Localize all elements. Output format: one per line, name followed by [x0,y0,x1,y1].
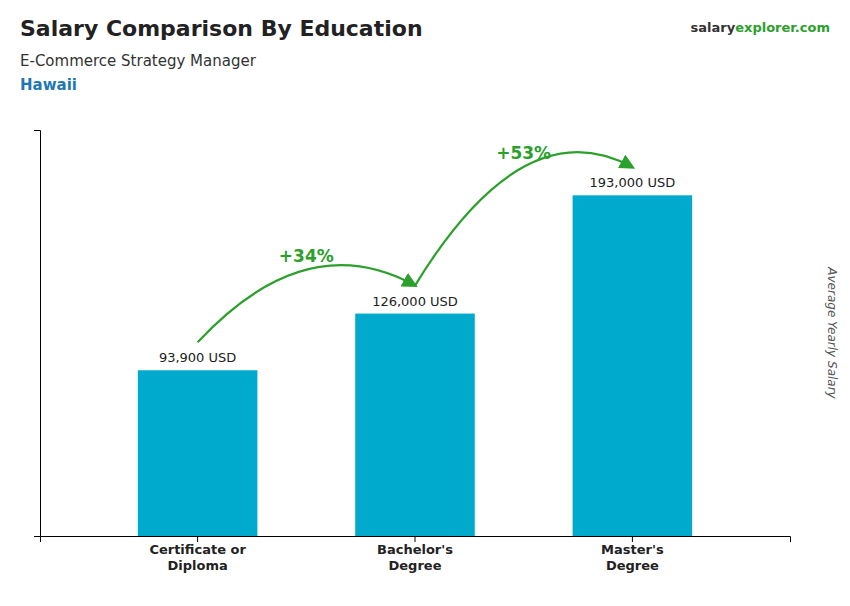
bar [355,314,475,536]
annotation-arrow [198,265,415,342]
title: Salary Comparison By Education [20,16,423,41]
annotation-label: +34% [279,246,334,266]
x-tick-label: Bachelor'sDegree [377,542,453,573]
data-label: 126,000 USD [372,294,458,309]
annotation-label: +53% [496,143,551,163]
source-part: salary [691,20,736,35]
x-tick-label-line: Diploma [167,558,227,573]
bar [138,370,258,536]
plot: Certificate orDiplomaBachelor'sDegreeMas… [34,131,791,573]
bars [138,195,692,536]
y-axis-line [34,131,41,537]
y-axis [34,131,41,537]
x-tick-label: Certificate orDiploma [149,542,246,573]
y-axis-title: Average Yearly Salary [825,266,839,399]
data-labels: 93,900 USD 126,000 USD 193,000 USD [159,175,675,365]
bar [573,195,693,536]
chart: Salary Comparison By Education E-Commerce… [0,0,850,606]
subtitle: E-Commerce Strategy Manager [20,52,257,70]
x-tick: Master'sDegree [601,536,664,573]
x-axis-line [41,537,791,543]
subtitle: Hawaii [20,76,77,94]
x-tick-mark [415,536,416,542]
x-tick: Bachelor'sDegree [377,536,453,573]
annotations: +34% +53% [198,143,633,342]
x-tick: Certificate orDiploma [149,536,246,573]
source-part: explorer.com [735,20,830,35]
x-tick-label-line: Degree [606,558,659,573]
x-tick-label-line: Bachelor's [377,542,453,557]
x-tick-label-line: Degree [389,558,442,573]
x-tick-label: Master'sDegree [601,542,664,573]
x-axis: Certificate orDiplomaBachelor'sDegreeMas… [41,536,791,573]
data-label: 93,900 USD [159,350,236,365]
x-tick-label-line: Master's [601,542,664,557]
annotation-arrow [415,152,632,285]
x-tick-mark [197,536,198,542]
x-tick-label-line: Certificate or [149,542,246,557]
x-tick-mark [632,536,633,542]
source: salaryexplorer.com [691,20,830,35]
data-label: 193,000 USD [590,175,676,190]
